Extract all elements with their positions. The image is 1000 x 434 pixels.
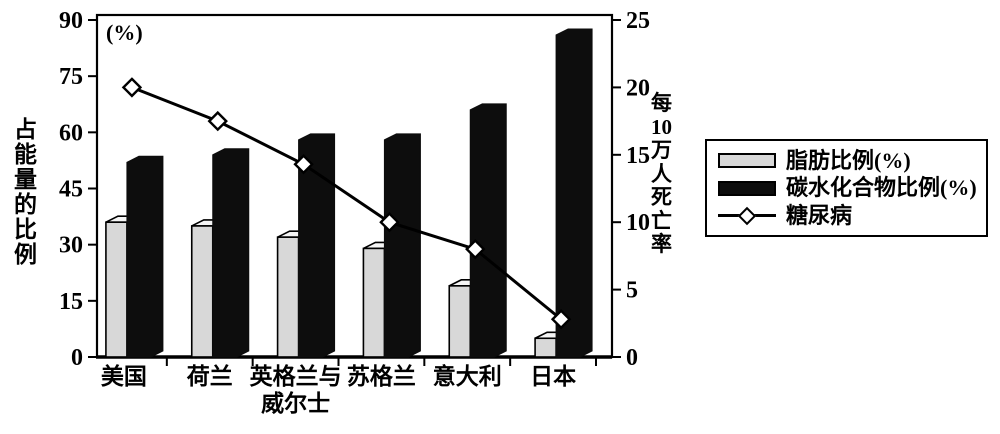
fat-bar-1 [190,225,214,358]
carbohydrate-bar-4 [469,103,507,358]
fat-bar-5 [534,337,557,358]
category-label-0: 美国 [101,363,147,389]
legend-item-carbohydrate: 碳水化合物比例(%) [718,177,980,199]
left-axis-unit-label: (%) [106,20,143,45]
left-axis-tick-label: 30 [59,233,83,259]
legend-item-diabetes: 糖尿病 [718,202,980,228]
category-label-3: 苏格兰 [347,363,416,389]
diabetes-marker-1 [207,110,228,132]
legend-label-fat: 脂肪比例(%) [786,147,911,173]
diabetes-marker-2 [293,154,314,175]
carbohydrate-bar-2 [298,133,336,358]
fat-bar-2 [276,236,300,358]
diamond-marker-icon [737,206,757,225]
right-axis-tick-label: 10 [626,210,650,236]
fat-bar-4 [448,285,472,358]
right-axis-tick-label: 15 [626,143,650,169]
carbohydrate-bar-3 [383,133,421,358]
left-axis-tick-label: 45 [59,177,83,203]
legend-item-fat: 脂肪比例(%) [718,147,980,173]
left-axis-tick-label: 75 [59,64,83,90]
left-axis-tick-label: 90 [59,8,83,34]
diabetes-marker-4 [465,238,486,260]
diabetes-line-swatch-icon [718,206,776,225]
fat-bar-0 [105,221,128,358]
category-label-2-line2: 威尔士 [261,390,330,416]
category-label-1: 荷兰 [187,363,233,389]
fat-bar-3 [362,247,386,358]
diabetes-line [131,86,563,321]
category-label-2: 英格兰与 [250,363,342,389]
left-axis-tick-label: 0 [71,345,83,371]
legend: 脂肪比例(%) 碳水化合物比例(%) 糖尿病 [705,139,988,237]
carbohydrate-bar-0 [126,155,164,358]
plot-frame [95,13,614,359]
legend-label-diabetes: 糖尿病 [786,202,853,228]
category-label-4: 意大利 [433,363,502,389]
diabetes-marker-0 [121,77,143,98]
left-axis-tick-label: 15 [59,289,83,315]
left-axis-title: 占能量的比例 [14,117,37,267]
diabetes-marker-5 [550,309,572,330]
right-axis-title: 每10万人死亡率 [651,91,672,256]
left-axis-tick-label: 60 [59,120,83,146]
carbohydrate-bar-5 [555,28,593,358]
diabetes-marker-3 [379,212,400,233]
right-axis-tick-label: 25 [626,8,650,34]
carbohydrate-bar-swatch-icon [718,180,776,196]
right-axis-tick-label: 20 [626,75,650,101]
carbohydrate-bar-1 [212,148,250,358]
legend-label-carbohydrate: 碳水化合物比例(%) [786,175,977,200]
fat-bar-swatch-icon [718,153,776,168]
right-axis-tick-label: 5 [626,278,638,304]
category-label-5: 日本 [530,364,576,389]
right-axis-tick-label: 0 [626,345,638,371]
